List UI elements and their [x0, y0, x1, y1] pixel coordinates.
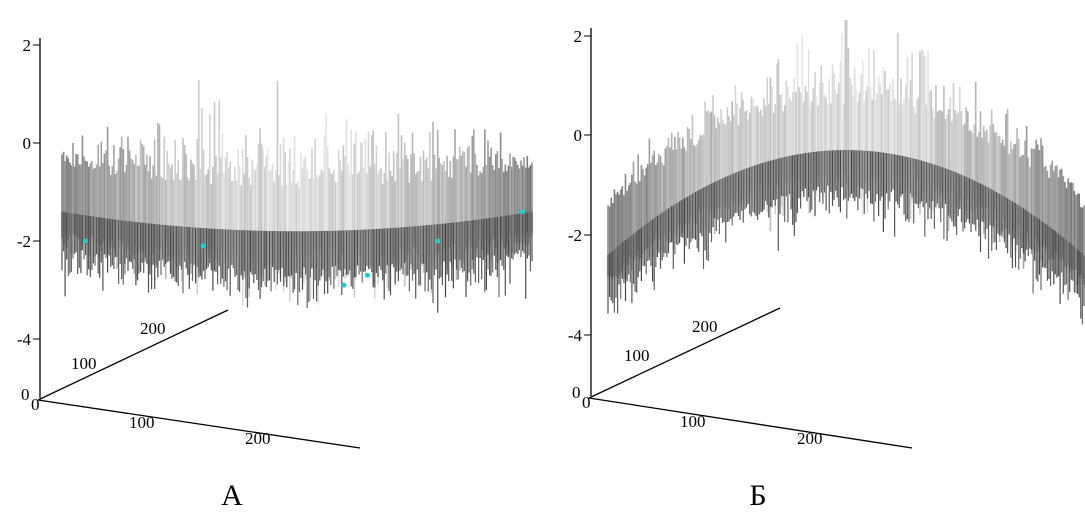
axes-b: 2 0 -2 -4 0 0 100 200 100 200 — [568, 27, 913, 449]
y-tick-label-a-0: 0 — [21, 385, 30, 404]
x-tick-label-a-0: 0 — [31, 395, 40, 414]
z-tick-label-b-1: 0 — [574, 126, 583, 145]
highlight-point — [435, 238, 441, 244]
z-tick-label-b-3: -4 — [568, 326, 583, 345]
z-tick-label-a-1: 0 — [23, 134, 32, 153]
surface-plot-a: 2 0 -2 -4 0 0 100 200 100 200 А — [17, 36, 533, 512]
y-tick-label-a-1: 100 — [71, 354, 97, 373]
x-tick-label-b-2: 200 — [797, 429, 823, 448]
x-tick-label-a-2: 200 — [245, 429, 271, 448]
highlight-point — [365, 272, 370, 278]
y-axis-a — [37, 309, 229, 401]
y-tick-label-a-2: 200 — [140, 319, 166, 338]
highlight-point — [83, 238, 88, 244]
highlight-point — [520, 209, 526, 215]
x-tick-label-b-0: 0 — [582, 393, 591, 412]
z-tick-label-a-2: -2 — [17, 232, 31, 251]
y-tick-label-b-2: 200 — [692, 317, 718, 336]
highlight-point — [341, 282, 347, 288]
z-tick-label-b-2: -2 — [568, 226, 582, 245]
surface-mesh-a — [61, 79, 533, 313]
y-axis-b — [588, 307, 781, 399]
surface-plot-b: 2 0 -2 -4 0 0 100 200 100 200 Б — [568, 20, 1085, 512]
x-axis-b — [588, 397, 913, 449]
panel-label-b: Б — [749, 479, 766, 512]
x-tick-label-b-1: 100 — [680, 412, 706, 431]
x-tick-label-a-1: 100 — [129, 413, 155, 432]
y-tick-label-b-1: 100 — [624, 346, 650, 365]
panel-label-a: А — [221, 479, 243, 512]
z-tick-label-b-0: 2 — [574, 27, 583, 46]
x-axis-a — [37, 399, 361, 449]
y-tick-label-b-0: 0 — [572, 383, 581, 402]
surface-mesh-b — [607, 20, 1085, 325]
z-tick-label-a-3: -4 — [17, 330, 32, 349]
axes-a: 2 0 -2 -4 0 0 100 200 100 200 — [17, 36, 361, 449]
z-tick-label-a-0: 2 — [23, 36, 32, 55]
highlight-point — [200, 243, 206, 249]
